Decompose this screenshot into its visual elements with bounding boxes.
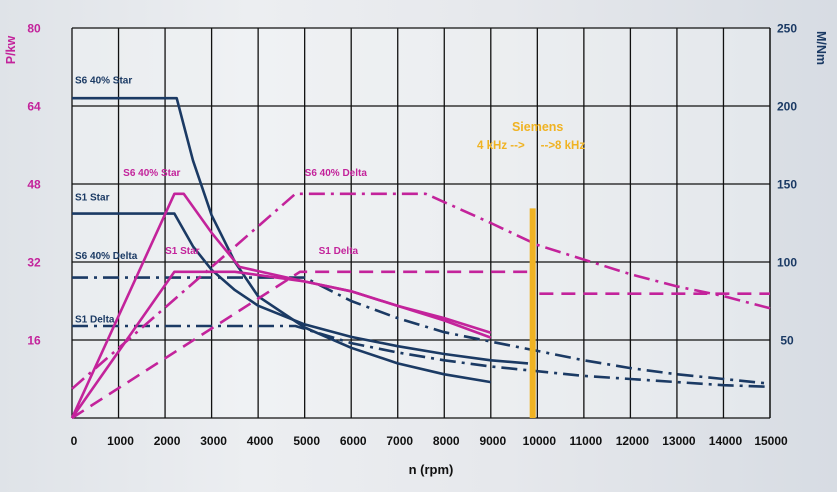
x-tick-label: 8000 (433, 434, 460, 448)
y-left-tick-label: 48 (27, 178, 41, 192)
siemens-marker-right-label: -->8 kHz (541, 140, 586, 152)
x-tick-label: 13000 (662, 434, 696, 448)
x-tick-label: 9000 (479, 434, 506, 448)
series-line-2 (72, 276, 771, 385)
series-label: S1 Star (165, 246, 200, 257)
series-label: S1 Star (75, 192, 110, 203)
x-tick-label: 11000 (570, 434, 603, 448)
series-label: S1 Delta (319, 246, 359, 257)
y-right-tick-label: 100 (777, 256, 797, 270)
x-tick-label: 6000 (340, 434, 367, 448)
x-tick-label: 15000 (754, 434, 788, 448)
series-line-3 (72, 324, 771, 389)
x-tick-label: 7000 (386, 434, 413, 448)
series-line-1 (72, 212, 529, 365)
x-tick-label: 12000 (616, 434, 650, 448)
series-line-0 (72, 96, 492, 384)
siemens-marker-left-label: 4 kHz --> (477, 140, 525, 152)
series-line-7 (71, 270, 770, 420)
x-tick-label: 14000 (709, 434, 743, 448)
y-left-tick-label: 32 (27, 256, 41, 270)
series-label: S1 Delta (75, 314, 115, 325)
x-tick-label: 4000 (247, 434, 274, 448)
siemens-marker-title: Siemens (512, 120, 563, 134)
series-line-5 (70, 270, 492, 419)
series-line-6 (71, 192, 771, 390)
y-right-tick-label: 150 (777, 178, 797, 192)
siemens-marker-bar (529, 208, 536, 418)
x-tick-label: 10000 (523, 434, 557, 448)
x-tick-label: 1000 (107, 434, 134, 448)
series-label: S6 40% Delta (75, 251, 138, 262)
y-right-tick-label: 50 (780, 334, 794, 348)
y-left-tick-label: 80 (27, 22, 41, 36)
x-tick-label: 0 (71, 434, 78, 448)
x-axis-title: n (rpm) (409, 462, 454, 477)
x-tick-label: 3000 (200, 434, 227, 448)
series-label: S6 40% Star (123, 168, 180, 179)
series-label: S6 40% Delta (305, 168, 368, 179)
series-label: S6 40% Star (75, 75, 132, 86)
y-left-tick-label: 64 (27, 100, 41, 114)
y-right-tick-label: 250 (777, 22, 797, 36)
y-right-tick-label: 200 (777, 100, 797, 114)
y-left-tick-label: 16 (27, 334, 41, 348)
x-tick-label: 2000 (154, 434, 181, 448)
grid (71, 27, 771, 419)
x-tick-label: 5000 (293, 434, 320, 448)
y-right-axis-title: M/Nm (814, 31, 828, 65)
y-left-axis-title: P/kw (4, 35, 18, 64)
plot-area (72, 28, 770, 418)
